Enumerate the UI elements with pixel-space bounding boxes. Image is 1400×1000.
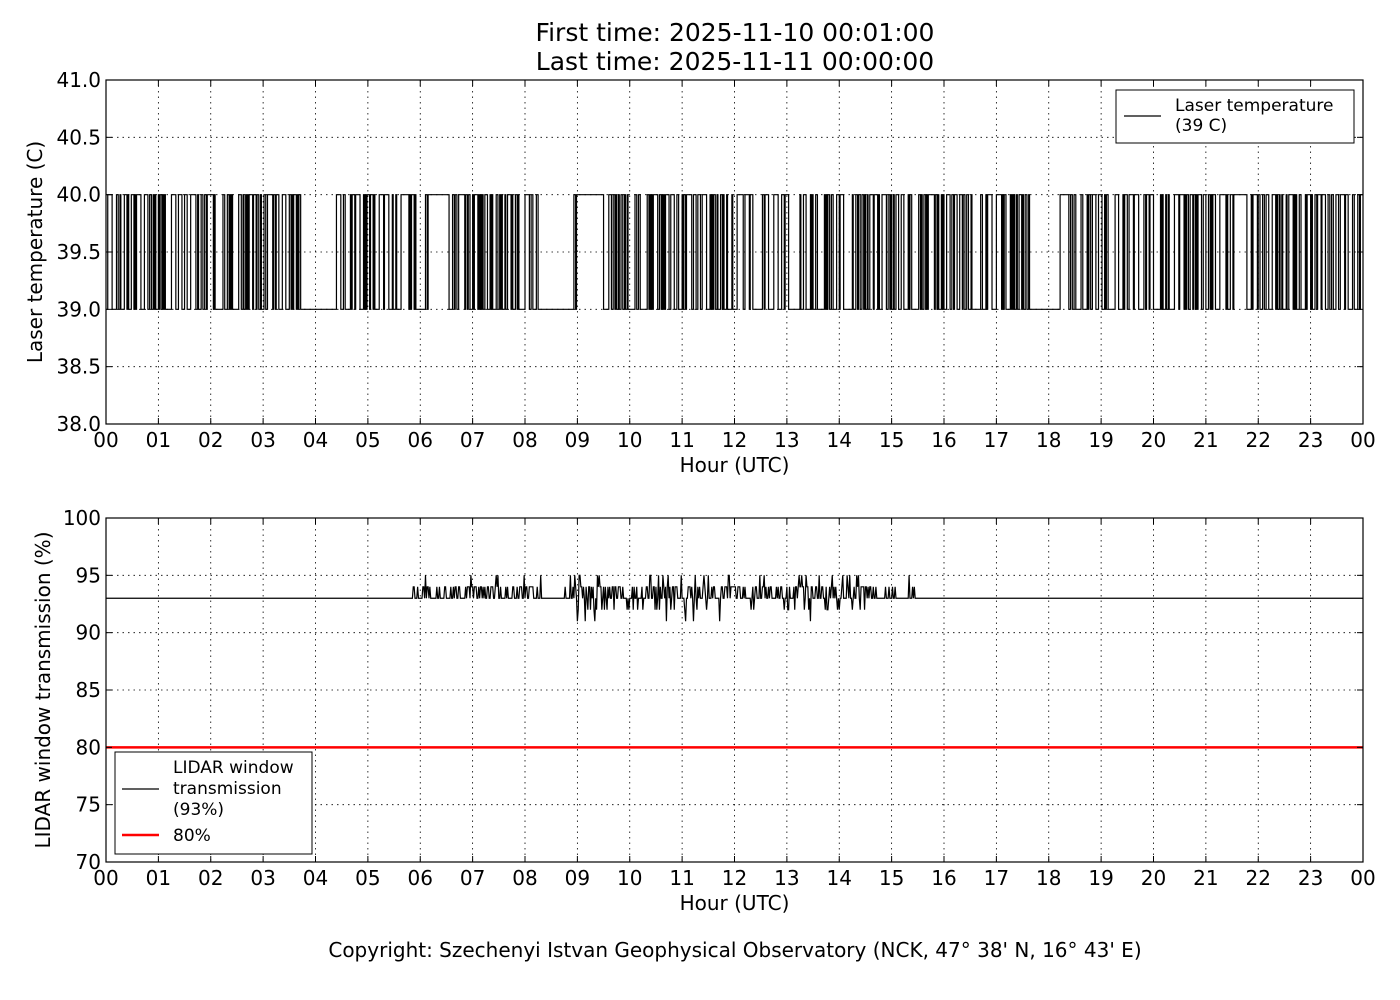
x-tick-label: 18 bbox=[1036, 428, 1061, 452]
chart-2: 00 01 02 03 04 05 06 07 08 09 10 11 12 13 14 15 16 17 18 19… bbox=[31, 506, 1376, 915]
grid-lines bbox=[106, 80, 1363, 424]
x-tick-label: 19 bbox=[1088, 428, 1113, 452]
legend-label: 80% bbox=[173, 826, 211, 846]
x-axis-label: Hour (UTC) bbox=[680, 891, 790, 915]
x-tick-label: 05 bbox=[355, 428, 380, 452]
x-tick-label: 14 bbox=[827, 866, 852, 890]
x-tick-label: 23 bbox=[1298, 428, 1323, 452]
x-tick-label: 15 bbox=[879, 866, 904, 890]
x-tick-label: 12 bbox=[722, 428, 747, 452]
x-tick-label: 04 bbox=[303, 428, 328, 452]
x-tick-label: 00 bbox=[1350, 866, 1375, 890]
y-axis-label: LIDAR window transmission (%) bbox=[31, 532, 55, 849]
x-tick-label: 09 bbox=[565, 866, 590, 890]
x-tick-label: 07 bbox=[460, 866, 485, 890]
x-tick-label: 05 bbox=[355, 866, 380, 890]
y-tick-label: 100 bbox=[63, 506, 101, 530]
x-tick-label: 14 bbox=[827, 428, 852, 452]
x-tick-label: 21 bbox=[1193, 428, 1218, 452]
x-tick-label: 21 bbox=[1193, 866, 1218, 890]
x-tick-label: 09 bbox=[565, 428, 590, 452]
y-tick-label: 39.5 bbox=[56, 240, 101, 264]
x-tick-label: 00 bbox=[1350, 428, 1375, 452]
legend-label: transmission bbox=[173, 779, 282, 799]
x-tick-label: 22 bbox=[1246, 428, 1271, 452]
y-tick-label: 38.5 bbox=[56, 355, 101, 379]
y-tick-label: 70 bbox=[76, 850, 101, 874]
y-axis-label: Laser temperature (C) bbox=[23, 141, 47, 363]
y-tick-label: 90 bbox=[76, 621, 101, 645]
page-title: First time: 2025-11-10 00:01:00 Last tim… bbox=[0, 18, 1400, 76]
x-tick-label: 08 bbox=[512, 866, 537, 890]
x-tick-label: 16 bbox=[931, 428, 956, 452]
x-tick-label: 00 bbox=[93, 866, 118, 890]
x-tick-label: 11 bbox=[669, 866, 694, 890]
x-tick-label: 11 bbox=[669, 428, 694, 452]
x-tick-label: 22 bbox=[1246, 866, 1271, 890]
last-time-label: Last time: 2025-11-11 00:00:00 bbox=[535, 47, 935, 76]
y-tick-label: 40.5 bbox=[56, 125, 101, 149]
x-tick-label: 20 bbox=[1141, 428, 1166, 452]
x-tick-label: 04 bbox=[303, 866, 328, 890]
y-tick-label: 75 bbox=[76, 793, 101, 817]
y-tick-label: 40.0 bbox=[56, 183, 101, 207]
y-tick-label: 95 bbox=[76, 563, 101, 587]
x-tick-label: 23 bbox=[1298, 866, 1323, 890]
x-tick-label: 02 bbox=[198, 428, 223, 452]
y-tick-label: 39.0 bbox=[56, 297, 101, 321]
x-tick-label: 06 bbox=[408, 428, 433, 452]
copyright-text: Copyright: Szechenyi Istvan Geophysical … bbox=[328, 938, 1142, 962]
x-tick-label: 16 bbox=[931, 866, 956, 890]
legend-box bbox=[114, 751, 313, 855]
x-tick-label: 01 bbox=[146, 866, 171, 890]
x-tick-label: 06 bbox=[408, 866, 433, 890]
legend-label: LIDAR window bbox=[173, 758, 294, 778]
chart-1: 00 01 02 03 04 05 06 07 08 09 10 11 12 13 14 15 16 17 18 19… bbox=[23, 68, 1376, 477]
x-tick-label: 17 bbox=[984, 428, 1009, 452]
laser-temperature-series bbox=[106, 194, 1363, 310]
x-tick-label: 00 bbox=[93, 428, 118, 452]
y-tick-label: 80 bbox=[76, 735, 101, 759]
x-tick-label: 01 bbox=[146, 428, 171, 452]
x-tick-label: 13 bbox=[774, 866, 799, 890]
legend-label: (93%) bbox=[173, 800, 224, 820]
x-tick-label: 13 bbox=[774, 428, 799, 452]
x-tick-label: 07 bbox=[460, 428, 485, 452]
x-tick-label: 02 bbox=[198, 866, 223, 890]
first-time-label: First time: 2025-11-10 00:01:00 bbox=[535, 18, 935, 47]
legend: Laser temperature(39 C) bbox=[1115, 89, 1355, 144]
y-tick-label: 38.0 bbox=[56, 412, 101, 436]
x-tick-label: 10 bbox=[617, 866, 642, 890]
x-tick-label: 12 bbox=[722, 866, 747, 890]
x-tick-label: 03 bbox=[250, 866, 275, 890]
x-tick-label: 18 bbox=[1036, 866, 1061, 890]
y-tick-label: 41.0 bbox=[56, 68, 101, 92]
x-axis-label: Hour (UTC) bbox=[680, 453, 790, 477]
x-tick-label: 19 bbox=[1088, 866, 1113, 890]
x-tick-label: 20 bbox=[1141, 866, 1166, 890]
legend-label: (39 C) bbox=[1175, 116, 1227, 136]
x-tick-label: 08 bbox=[512, 428, 537, 452]
x-tick-label: 15 bbox=[879, 428, 904, 452]
x-tick-label: 10 bbox=[617, 428, 642, 452]
legend-label: Laser temperature bbox=[1175, 96, 1333, 116]
x-tick-label: 03 bbox=[250, 428, 275, 452]
x-tick-label: 17 bbox=[984, 866, 1009, 890]
lidar-transmission-series bbox=[106, 574, 1363, 622]
y-tick-label: 85 bbox=[76, 678, 101, 702]
